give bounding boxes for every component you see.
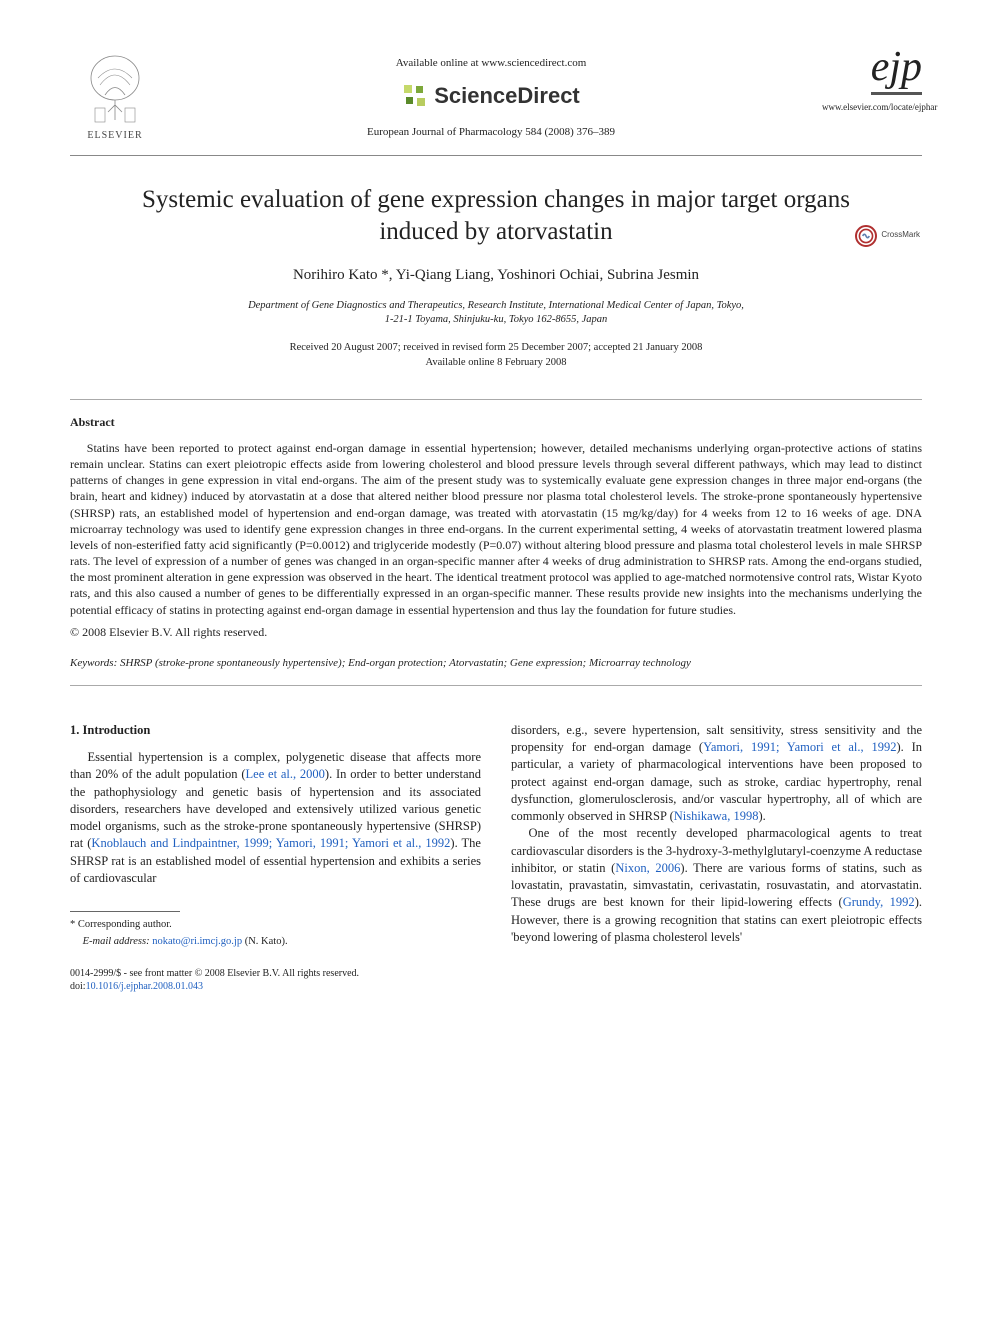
abstract-heading: Abstract xyxy=(70,414,922,430)
keywords-rule xyxy=(70,685,922,686)
doi-link[interactable]: 10.1016/j.ejphar.2008.01.043 xyxy=(86,981,204,992)
elsevier-label: ELSEVIER xyxy=(87,129,142,143)
crossmark-icon[interactable] xyxy=(855,225,877,247)
email-name: (N. Kato). xyxy=(245,936,288,947)
abstract-top-rule xyxy=(70,399,922,400)
header-rule xyxy=(70,155,922,156)
citation-link-lee[interactable]: Lee et al., 2000 xyxy=(246,767,325,781)
text-span: ). xyxy=(758,809,765,823)
keywords-label: Keywords: xyxy=(70,657,117,669)
ejp-logo: ejp www.elsevier.com/locate/ejphar xyxy=(822,50,922,113)
email-link[interactable]: nokato@ri.imcj.go.jp xyxy=(152,936,242,947)
corresponding-author: * Corresponding author. xyxy=(70,918,481,932)
footnote-rule xyxy=(70,911,180,912)
citation-link-nishikawa[interactable]: Nishikawa, 1998 xyxy=(674,809,759,823)
body-columns: 1. Introduction Essential hypertension i… xyxy=(70,722,922,949)
keywords: Keywords: SHRSP (stroke-prone spontaneou… xyxy=(70,656,922,671)
dates-line2: Available online 8 February 2008 xyxy=(426,357,567,368)
footer-line1: 0014-2999/$ - see front matter © 2008 El… xyxy=(70,967,922,980)
affiliation-line2: 1-21-1 Toyama, Shinjuku-ku, Tokyo 162-86… xyxy=(385,314,608,325)
article-dates: Received 20 August 2007; received in rev… xyxy=(70,340,922,370)
dates-line1: Received 20 August 2007; received in rev… xyxy=(290,342,703,353)
column-right: disorders, e.g., severe hypertension, sa… xyxy=(511,722,922,949)
page-footer: 0014-2999/$ - see front matter © 2008 El… xyxy=(70,967,922,993)
citation-link-grundy[interactable]: Grundy, 1992 xyxy=(843,895,915,909)
keywords-text: SHRSP (stroke-prone spontaneously hypert… xyxy=(120,657,691,669)
citation-link-yamori[interactable]: Yamori, 1991; Yamori et al., 1992 xyxy=(703,740,896,754)
available-online-text: Available online at www.sciencedirect.co… xyxy=(160,56,822,71)
intro-paragraph-1: Essential hypertension is a complex, pol… xyxy=(70,749,481,887)
sciencedirect-logo[interactable]: ScienceDirect xyxy=(160,81,822,111)
ejp-logo-text: ejp xyxy=(871,50,922,95)
elsevier-tree-icon xyxy=(80,50,150,125)
intro-paragraph-2: One of the most recently developed pharm… xyxy=(511,825,922,946)
footer-doi-line: doi:10.1016/j.ejphar.2008.01.043 xyxy=(70,980,922,993)
page-header: ELSEVIER Available online at www.science… xyxy=(70,50,922,143)
journal-citation: European Journal of Pharmacology 584 (20… xyxy=(160,125,822,140)
citation-link-nixon[interactable]: Nixon, 2006 xyxy=(615,861,680,875)
authors: Norihiro Kato *, Yi-Qiang Liang, Yoshino… xyxy=(70,265,922,285)
doi-label: doi: xyxy=(70,981,86,992)
citation-link-knoblauch[interactable]: Knoblauch and Lindpaintner, 1999; Yamori… xyxy=(91,836,450,850)
intro-paragraph-1-cont: disorders, e.g., severe hypertension, sa… xyxy=(511,722,922,826)
affiliation: Department of Gene Diagnostics and Thera… xyxy=(70,299,922,328)
section-heading-intro: 1. Introduction xyxy=(70,722,481,739)
abstract-text: Statins have been reported to protect ag… xyxy=(70,440,922,618)
email-line: E-mail address: nokato@ri.imcj.go.jp (N.… xyxy=(70,935,481,949)
sciencedirect-text: ScienceDirect xyxy=(434,81,580,111)
ejp-url[interactable]: www.elsevier.com/locate/ejphar xyxy=(822,101,922,113)
affiliation-line1: Department of Gene Diagnostics and Thera… xyxy=(248,300,744,311)
column-left: 1. Introduction Essential hypertension i… xyxy=(70,722,481,949)
elsevier-logo: ELSEVIER xyxy=(70,50,160,143)
crossmark-label: CrossMark xyxy=(881,230,920,241)
email-label: E-mail address: xyxy=(83,936,150,947)
center-header: Available online at www.sciencedirect.co… xyxy=(160,50,822,139)
copyright-text: © 2008 Elsevier B.V. All rights reserved… xyxy=(70,624,922,640)
sciencedirect-icon xyxy=(402,83,428,109)
